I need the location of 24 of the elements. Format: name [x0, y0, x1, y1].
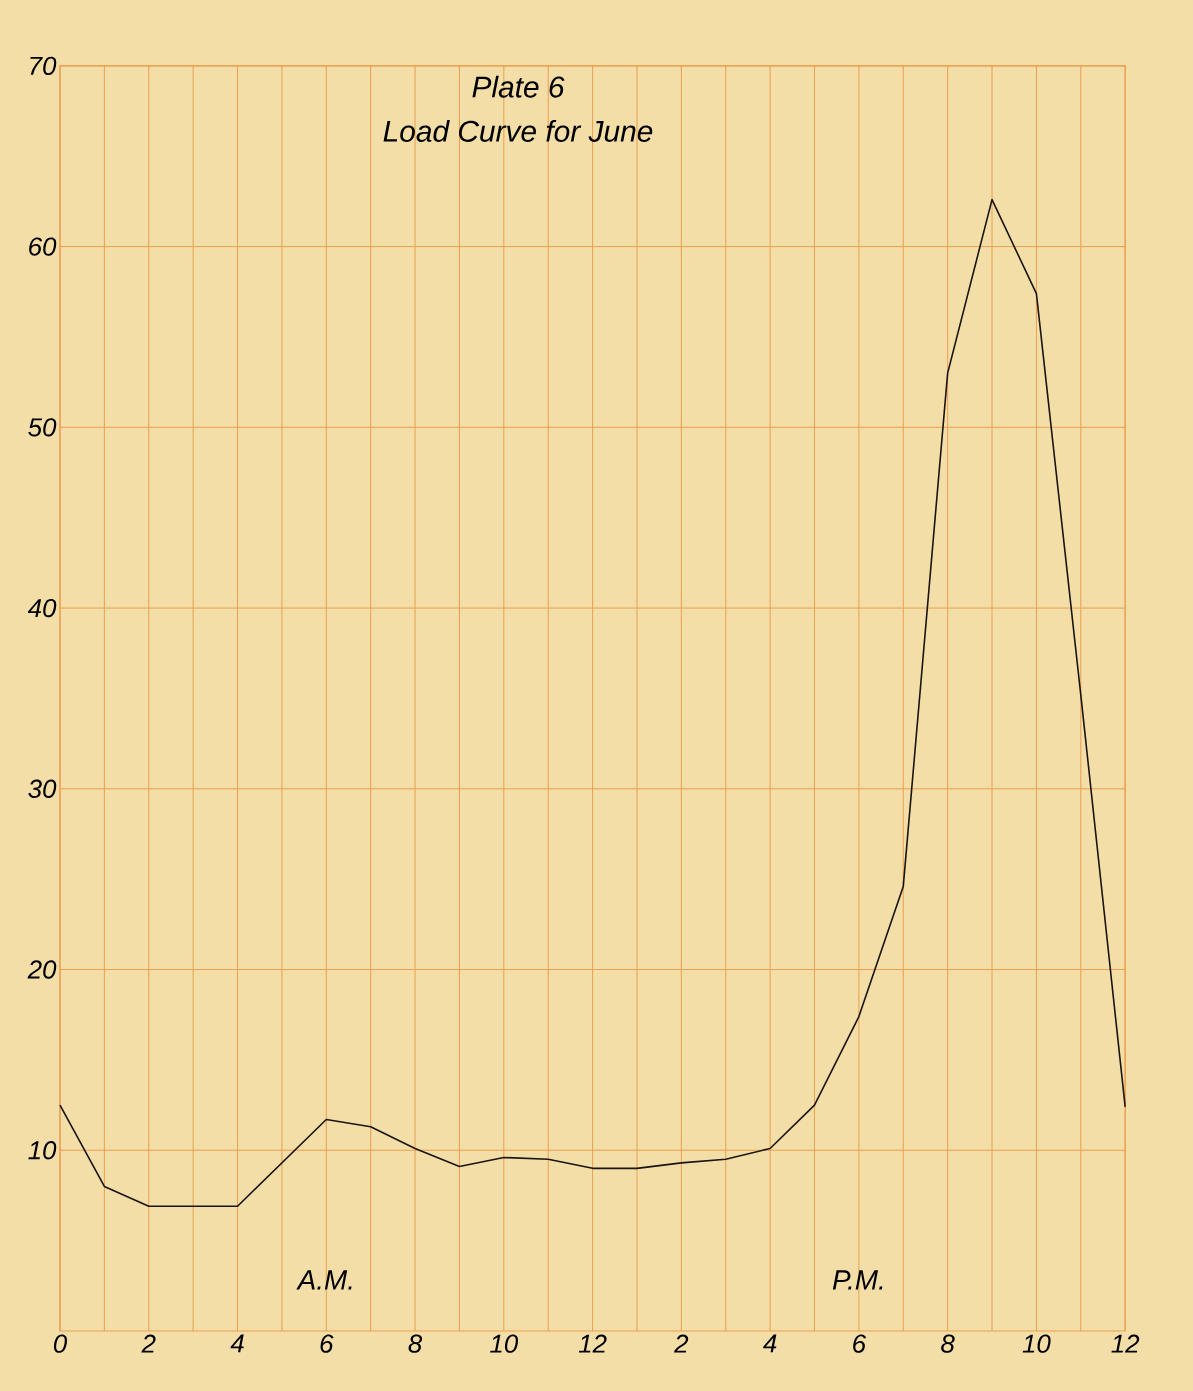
x-tick-label: 6: [853, 1334, 867, 1353]
y-tick-label: 60: [29, 237, 57, 256]
y-tick-label: 70: [30, 56, 57, 76]
x-tick-label: 4: [230, 1334, 244, 1353]
annotation: P.M.: [832, 1270, 883, 1290]
x-tick-label: 2: [141, 1334, 156, 1353]
y-tick-label: 20: [27, 960, 57, 979]
x-tick-label: 12: [578, 1334, 607, 1353]
x-tick-label: 6: [320, 1334, 334, 1353]
x-tick-label: 0: [53, 1334, 67, 1353]
x-tick-label: 4: [763, 1334, 777, 1353]
annotation: A.M.: [296, 1270, 352, 1290]
y-tick-label: 10: [28, 1141, 57, 1160]
text: Load Curve for June: [383, 119, 653, 142]
x-tick-label: 12: [1111, 1334, 1140, 1353]
x-tick-label: 8: [941, 1334, 955, 1353]
y-tick-label: 40: [27, 598, 57, 618]
x-tick-label: 8: [408, 1334, 423, 1353]
x-tick-label: 10: [1022, 1334, 1051, 1353]
x-tick-label: 10: [490, 1334, 519, 1353]
y-tick-label: 30: [28, 779, 57, 798]
chart-title: Plate 6: [472, 75, 565, 98]
y-tick-label: 50: [28, 418, 57, 437]
x-tick-label: 2: [673, 1334, 689, 1353]
